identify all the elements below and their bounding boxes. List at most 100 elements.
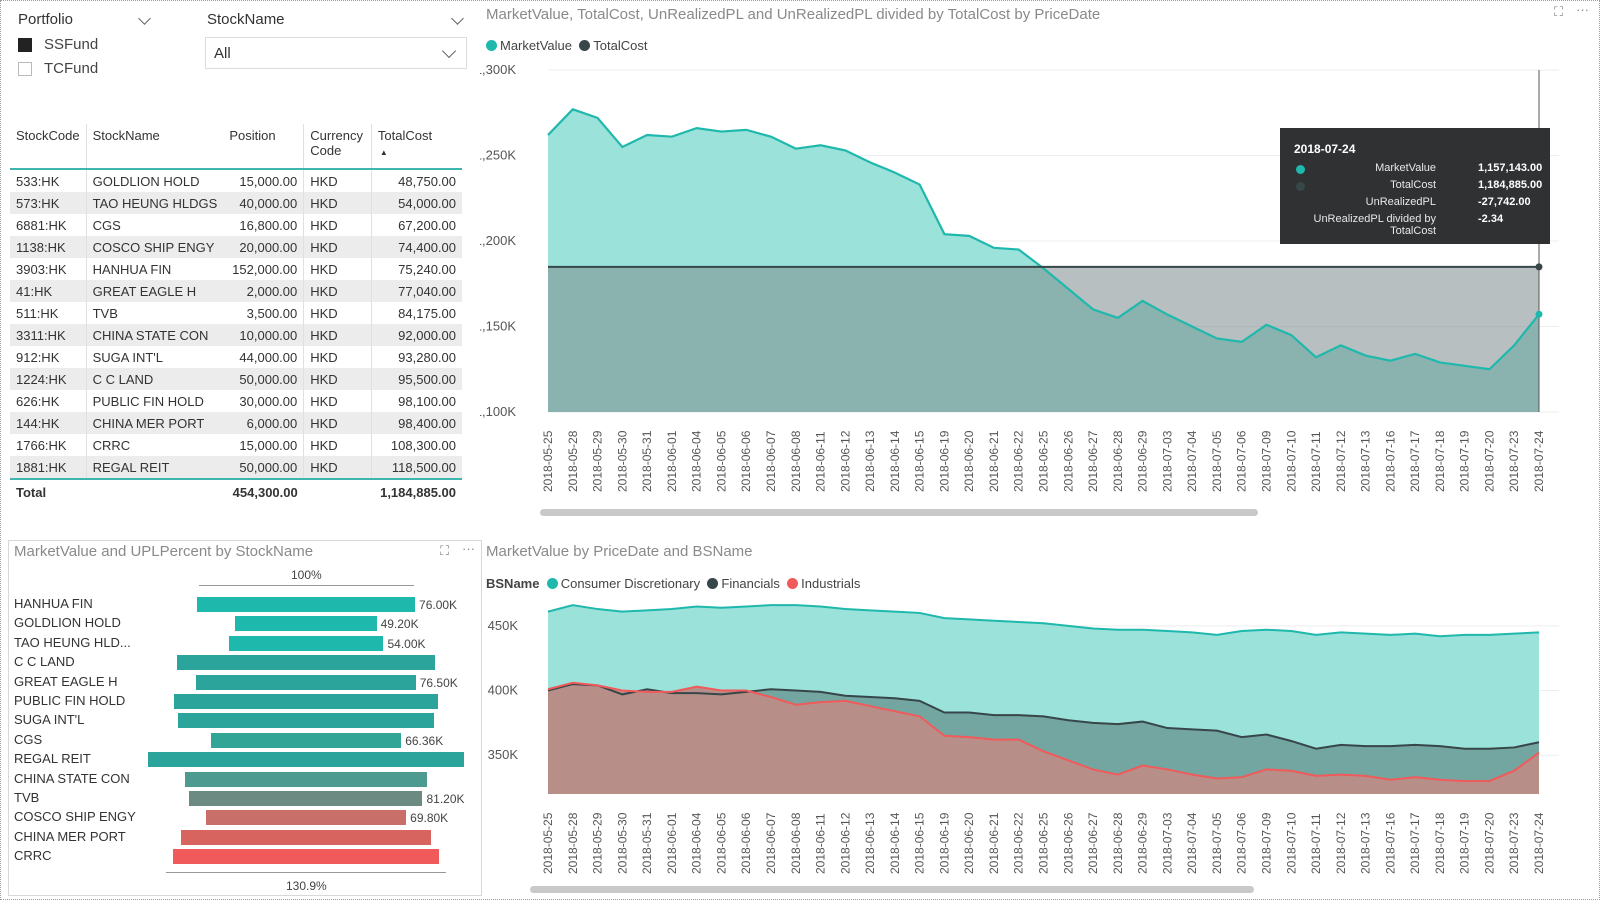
totalcost-area[interactable] xyxy=(548,266,1539,412)
legend-item-financials[interactable]: Financials xyxy=(707,576,780,591)
cell-stockcode: 144:HK xyxy=(10,412,87,434)
bar[interactable] xyxy=(196,597,416,612)
legend-item-industrials[interactable]: Industrials xyxy=(787,576,860,591)
table-row[interactable]: 511:HK TVB 3,500.00 HKD 84,175.00 xyxy=(10,302,462,324)
bar[interactable] xyxy=(172,849,440,865)
x-tick-label: 2018-07-05 xyxy=(1210,812,1224,874)
stockname-dropdown[interactable]: All xyxy=(205,37,467,69)
portfolio-item-ssfund[interactable]: SSFund xyxy=(44,36,99,53)
cell-totalcost: 54,000.00 xyxy=(370,192,462,214)
marketvalue-line[interactable] xyxy=(547,108,1540,371)
col-stockcode[interactable]: StockCode xyxy=(10,124,87,170)
checkbox-ssfund[interactable] xyxy=(18,38,32,52)
bottom-area-chart[interactable]: 350K 400K 450K 2018-05-25 2018-05-28 2018-05-… xyxy=(480,590,1598,890)
checkbox-tcfund[interactable] xyxy=(18,62,32,76)
x-tick-label: 2018-07-16 xyxy=(1383,812,1397,874)
cell-currency: HKD xyxy=(303,236,372,258)
cell-stockcode: 1766:HK xyxy=(10,434,87,456)
cell-position: 50,000.00 xyxy=(223,456,304,479)
focus-mode-icon[interactable]: ⛶ xyxy=(1554,4,1564,19)
table-row[interactable]: 3903:HK HANHUA FIN 152,000.00 HKD 75,240.00 xyxy=(10,258,462,280)
x-tick-label: 2018-06-06 xyxy=(739,430,753,492)
bar[interactable] xyxy=(189,791,423,806)
col-totalcost[interactable]: TotalCost ▲ xyxy=(370,124,462,170)
bar[interactable] xyxy=(185,771,427,787)
x-tick-label: 2018-05-30 xyxy=(615,812,629,874)
cell-position: 50,000.00 xyxy=(223,368,304,390)
bar[interactable] xyxy=(178,713,434,729)
cell-stockname: TAO HEUNG HLDGS xyxy=(85,192,224,214)
table-row[interactable]: 1881:HK REGAL REIT 50,000.00 HKD 118,500.00 xyxy=(10,456,462,479)
marketvalue-point[interactable] xyxy=(1535,310,1543,318)
legend-dot-icon xyxy=(787,578,799,589)
table-row[interactable]: 573:HK TAO HEUNG HLDGS 40,000.00 HKD 54,000.… xyxy=(10,192,462,214)
top-area-chart[interactable]: 1,100K 1,150K 1,200K 1,250K 1,300K 2018-05-25… xyxy=(480,56,1598,506)
total-label: Total xyxy=(10,478,87,504)
holdings-table: StockCode StockName Position Currency Co… xyxy=(10,124,462,504)
legend-item-totalcost[interactable]: TotalCost xyxy=(579,38,647,53)
cell-stockcode: 511:HK xyxy=(10,302,87,324)
cell-position: 152,000.00 xyxy=(223,258,304,280)
col-position[interactable]: Position xyxy=(223,124,304,170)
bar[interactable] xyxy=(176,655,436,671)
bar[interactable] xyxy=(205,810,407,826)
y-tick-label: 1,250K xyxy=(480,148,516,163)
series-line-2[interactable] xyxy=(547,681,1540,783)
y-tick-label: 400K xyxy=(488,683,519,698)
table-row[interactable]: 144:HK CHINA MER PORT 6,000.00 HKD 98,400.00 xyxy=(10,412,462,434)
bar[interactable] xyxy=(228,635,384,651)
table-row[interactable]: 3311:HK CHINA STATE CON 10,000.00 HKD 92,000… xyxy=(10,324,462,346)
tooltip-dot-icon xyxy=(1296,165,1305,174)
bar-value-label: 76.00K xyxy=(419,598,458,612)
table-row[interactable]: 1138:HK COSCO SHIP ENGY 20,000.00 HKD 74,400… xyxy=(10,236,462,258)
series-line-0[interactable] xyxy=(547,604,1540,638)
x-tick-label: 2018-06-13 xyxy=(863,430,877,492)
bar-category-label: SUGA INT'L xyxy=(14,712,85,728)
x-tick-label: 2018-07-03 xyxy=(1160,430,1174,492)
y-tick-label: 1,150K xyxy=(480,319,516,334)
top-chart-scrollbar[interactable] xyxy=(540,509,1258,516)
portfolio-item-tcfund[interactable]: TCFund xyxy=(44,60,99,77)
cell-stockname: CRRC xyxy=(85,434,224,456)
bar[interactable] xyxy=(148,752,464,768)
x-tick-label: 2018-06-15 xyxy=(913,430,927,492)
series-area-2[interactable] xyxy=(548,682,1539,794)
cell-stockcode: 41:HK xyxy=(10,280,87,302)
table-row[interactable]: 1224:HK C C LAND 50,000.00 HKD 95,500.00 xyxy=(10,368,462,390)
bottom-chart-scrollbar[interactable] xyxy=(530,886,1254,893)
table-row[interactable]: 533:HK GOLDLION HOLD 15,000.00 HKD 48,750.00 xyxy=(10,169,462,192)
table-row[interactable]: 912:HK SUGA INT'L 44,000.00 HKD 93,280.00 xyxy=(10,346,462,368)
cell-stockcode: 533:HK xyxy=(10,169,87,192)
table-row[interactable]: 6881:HK CGS 16,800.00 HKD 67,200.00 xyxy=(10,214,462,236)
x-tick-label: 2018-06-20 xyxy=(962,430,976,492)
focus-mode-icon[interactable]: ⛶ xyxy=(440,543,450,558)
cell-currency: HKD xyxy=(303,346,372,368)
cell-stockname: CHINA MER PORT xyxy=(85,412,224,434)
x-tick-label: 2018-05-31 xyxy=(640,812,654,874)
table-row[interactable]: 41:HK GREAT EAGLE H 2,000.00 HKD 77,040.00 xyxy=(10,280,462,302)
bar[interactable] xyxy=(174,694,438,709)
more-options-icon[interactable]: ··· xyxy=(1576,2,1589,17)
x-tick-label: 2018-05-25 xyxy=(541,812,555,874)
x-tick-label: 2018-06-04 xyxy=(690,430,704,492)
bar[interactable] xyxy=(181,829,431,845)
series-line-1[interactable] xyxy=(547,683,1540,750)
top-chart-legend: MarketValue TotalCost xyxy=(486,38,647,53)
table-row[interactable]: 1766:HK CRRC 15,000.00 HKD 108,300.00 xyxy=(10,434,462,456)
bar[interactable] xyxy=(196,674,416,690)
legend-item-marketvalue[interactable]: MarketValue xyxy=(486,38,572,53)
totalcost-point[interactable] xyxy=(1535,263,1543,271)
cell-totalcost: 67,200.00 xyxy=(370,214,462,236)
legend-label: Consumer Discretionary xyxy=(560,576,701,591)
bar[interactable] xyxy=(210,732,402,748)
bar-value-label: 66.36K xyxy=(405,733,444,748)
cell-stockcode: 1224:HK xyxy=(10,368,87,390)
col-stockname[interactable]: StockName xyxy=(85,124,224,170)
bar-category-label: HANHUA FIN xyxy=(14,596,93,611)
more-options-icon[interactable]: ··· xyxy=(462,541,475,556)
bar[interactable] xyxy=(235,616,377,632)
col-currency[interactable]: Currency Code xyxy=(303,124,372,170)
table-row[interactable]: 626:HK PUBLIC FIN HOLD 30,000.00 HKD 98,100.… xyxy=(10,390,462,412)
legend-item-consumer-discretionary[interactable]: Consumer Discretionary xyxy=(546,576,701,591)
total-empty xyxy=(86,478,224,504)
